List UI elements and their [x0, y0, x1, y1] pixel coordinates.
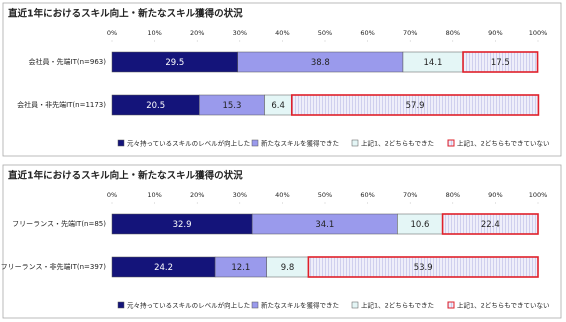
x-tick-label: 90% [488, 191, 502, 199]
value-label: 6.4 [271, 101, 285, 111]
value-label: 53.9 [414, 263, 433, 273]
legend-swatch [351, 301, 359, 309]
bar-segment [462, 51, 539, 73]
bar-segment [307, 256, 539, 278]
chart-title: 直近1年におけるスキル向上・新たなスキル獲得の状況 [8, 170, 243, 182]
value-label: 38.8 [311, 58, 330, 68]
value-label: 24.2 [154, 263, 173, 273]
value-label: 15.3 [222, 101, 241, 111]
panel-frame [2, 2, 562, 157]
x-tick-label: 90% [488, 29, 502, 37]
chart-panel: 直近1年におけるスキル向上・新たなスキル獲得の状況 0% 10% 20% 30% 40% 5… [1, 164, 562, 319]
x-tick-label: 60% [360, 29, 374, 37]
legend-label: 上記1、2どちらもできていない [457, 139, 550, 148]
x-tick-label: 20% [190, 29, 204, 37]
x-tick-label: 40% [275, 191, 289, 199]
chart-panel: 直近1年におけるスキル向上・新たなスキル獲得の状況 0% 10% 20% 30% 40% 5… [2, 2, 562, 157]
legend-swatch [117, 301, 125, 309]
legend-label: 上記1、2どちらもできた [361, 139, 434, 148]
category-label: フリーランス・先端IT(n=85) [12, 219, 106, 228]
value-label: 32.9 [173, 220, 192, 230]
value-label: 12.1 [231, 263, 250, 273]
value-label: 17.5 [491, 58, 510, 68]
category-label: フリーランス・非先端IT(n=397) [1, 262, 107, 271]
legend-label: 元々持っているスキルのレベルが向上した [127, 139, 250, 148]
bar-segment [441, 213, 539, 235]
value-label: 14.1 [424, 58, 443, 68]
x-tick-label: 70% [403, 29, 417, 37]
x-tick-label: 60% [360, 191, 374, 199]
value-label: 9.8 [281, 263, 295, 273]
x-tick-label: 0% [107, 191, 117, 199]
x-tick-label: 20% [190, 191, 204, 199]
category-label: 会社員・先端IT(n=963) [29, 57, 107, 66]
x-tick-label: 0% [107, 29, 117, 37]
value-label: 57.9 [406, 101, 425, 111]
value-label: 34.1 [315, 220, 334, 230]
legend-swatch [117, 139, 125, 147]
legend-swatch [447, 139, 455, 147]
legend-label: 上記1、2どちらもできていない [457, 301, 550, 310]
chart-title: 直近1年におけるスキル向上・新たなスキル獲得の状況 [8, 8, 243, 20]
legend-swatch [351, 139, 359, 147]
panel-frame [2, 164, 562, 319]
x-tick-label: 50% [318, 191, 332, 199]
legend-swatch [251, 301, 259, 309]
legend-label: 上記1、2どちらもできた [361, 301, 434, 310]
category-label: 会社員・非先端IT(n=1173) [17, 100, 106, 109]
x-tick-label: 30% [233, 191, 247, 199]
x-tick-label: 80% [446, 191, 460, 199]
value-label: 10.6 [411, 220, 430, 230]
value-label: 29.5 [165, 58, 184, 68]
legend-label: 新たなスキルを獲得できた [261, 301, 339, 310]
x-tick-label: 10% [147, 29, 161, 37]
value-label: 20.5 [146, 101, 165, 111]
legend-swatch [447, 301, 455, 309]
value-label: 22.4 [481, 220, 500, 230]
x-tick-label: 50% [318, 29, 332, 37]
legend-label: 新たなスキルを獲得できた [261, 139, 339, 148]
x-tick-label: 80% [446, 29, 460, 37]
x-tick-label: 10% [147, 191, 161, 199]
x-tick-label: 100% [529, 191, 548, 199]
x-tick-label: 100% [529, 29, 548, 37]
x-tick-label: 40% [275, 29, 289, 37]
bar-segment [290, 94, 540, 116]
x-tick-label: 70% [403, 191, 417, 199]
legend-swatch [251, 139, 259, 147]
x-tick-label: 30% [233, 29, 247, 37]
legend-label: 元々持っているスキルのレベルが向上した [127, 301, 250, 310]
